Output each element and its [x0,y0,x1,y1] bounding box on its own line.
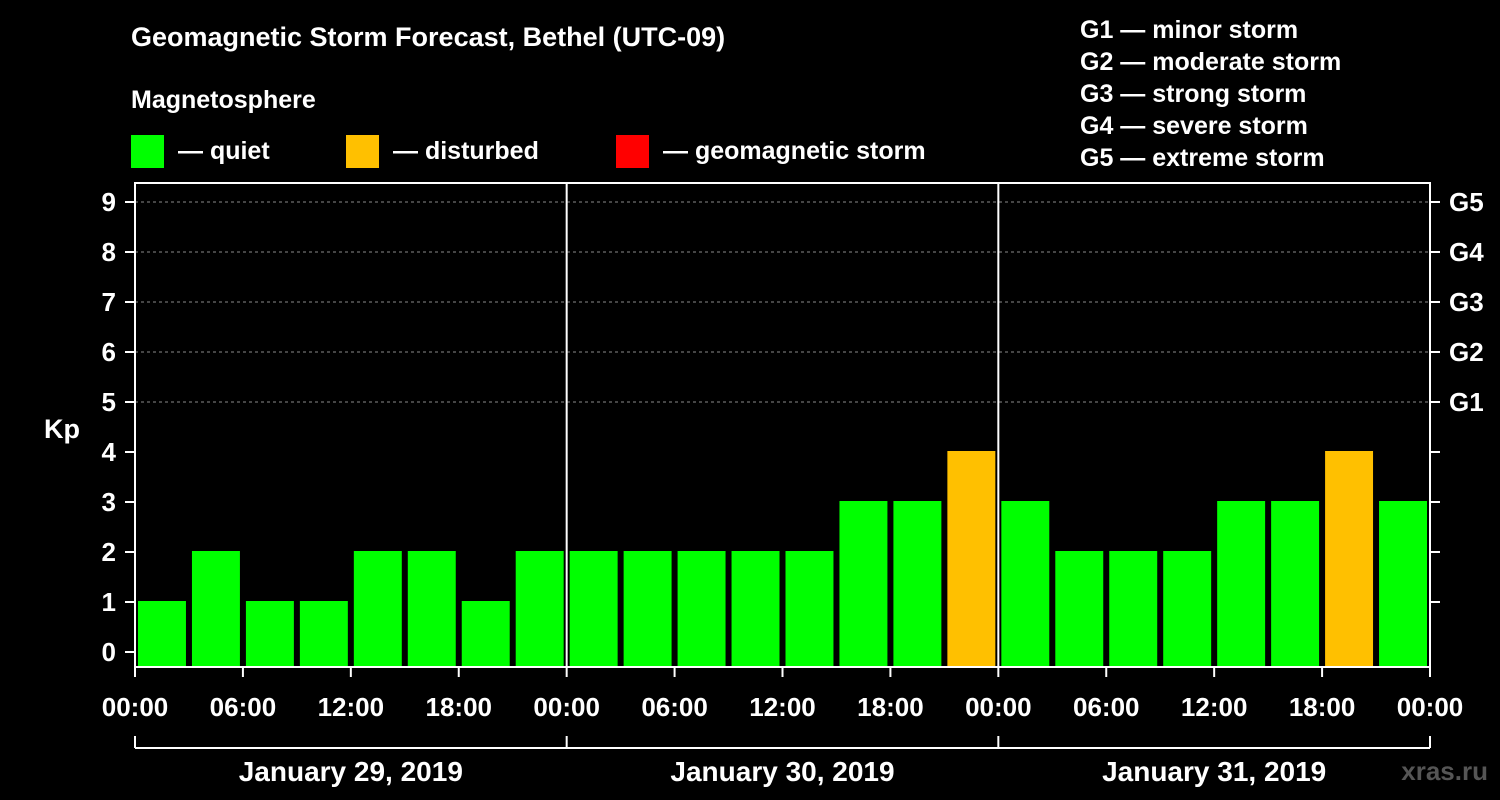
storm-scale-g4: G4 — severe storm [1080,112,1308,140]
x-tick-label: 12:00 [1181,692,1248,722]
kp-bar [677,551,726,667]
kp-bar [785,551,834,667]
y-tick-label: 4 [102,437,117,467]
y-tick-label: 1 [102,587,116,617]
day-label: January 31, 2019 [1102,756,1326,787]
y-tick-label: 2 [102,537,116,567]
kp-bar [353,551,402,667]
y-tick-label: 3 [102,487,116,517]
kp-bar [1163,551,1212,667]
kp-bar [623,551,672,667]
kp-bar [191,551,240,667]
kp-bar [515,551,564,667]
y-axis-label: Kp [44,414,80,444]
storm-scale-g5: G5 — extreme storm [1080,144,1325,172]
kp-bar [407,551,456,667]
kp-bar [839,501,888,667]
kp-bar [731,551,780,667]
kp-bar [1325,451,1374,667]
legend-quiet: — quiet [131,134,270,168]
kp-bar [1109,551,1158,667]
y-tick-label: 0 [102,637,116,667]
magnetosphere-label: Magnetosphere [131,86,316,114]
x-tick-label: 00:00 [533,692,600,722]
y-tick-label: 9 [102,187,116,217]
y-tick-label: 6 [102,337,116,367]
legend-quiet-swatch [131,134,164,168]
legend-disturbed-label: — disturbed [393,136,539,165]
g-level-label: G4 [1449,237,1484,267]
day-label: January 29, 2019 [239,756,463,787]
kp-bar [1055,551,1104,667]
g-level-label: G1 [1449,387,1484,417]
kp-bar [245,601,294,667]
kp-bar [1379,501,1427,667]
storm-scale-legend: G1 — minor storm G2 — moderate storm G3 … [1080,14,1341,174]
day-label: January 30, 2019 [670,756,894,787]
x-tick-label: 18:00 [426,692,493,722]
legend-storm: — geomagnetic storm [616,134,926,168]
x-tick-label: 12:00 [318,692,385,722]
x-tick-label: 06:00 [1073,692,1140,722]
storm-scale-g2: G2 — moderate storm [1080,48,1342,76]
x-tick-label: 00:00 [1397,692,1464,722]
legend-quiet-label: — quiet [178,136,270,165]
x-tick-label: 06:00 [210,692,277,722]
y-tick-label: 8 [102,237,116,267]
kp-bar [299,601,348,667]
kp-bar [1001,501,1050,667]
g-level-label: G2 [1449,337,1484,367]
x-tick-label: 06:00 [641,692,708,722]
g-level-label: G5 [1449,187,1484,217]
y-tick-label: 5 [102,387,116,417]
y-tick-label: 7 [102,287,116,317]
kp-bar [569,551,618,667]
kp-bar [947,451,996,667]
x-tick-label: 00:00 [102,692,169,722]
x-tick-label: 18:00 [1289,692,1356,722]
x-tick-label: 18:00 [857,692,924,722]
kp-bar [1271,501,1320,667]
legend-disturbed: — disturbed [346,134,539,168]
chart-title: Geomagnetic Storm Forecast, Bethel (UTC-… [131,22,726,52]
kp-bar [138,601,186,667]
x-tick-label: 12:00 [749,692,816,722]
legend-disturbed-swatch [346,134,379,168]
watermark: xras.ru [1401,756,1488,786]
kp-bar [893,501,942,667]
kp-bar [1217,501,1266,667]
legend-storm-label: — geomagnetic storm [663,136,926,165]
storm-scale-g3: G3 — strong storm [1080,80,1307,108]
storm-scale-g1: G1 — minor storm [1080,16,1299,44]
x-tick-label: 00:00 [965,692,1032,722]
kp-bar [461,601,510,667]
legend-storm-swatch [616,134,649,168]
g-level-label: G3 [1449,287,1484,317]
